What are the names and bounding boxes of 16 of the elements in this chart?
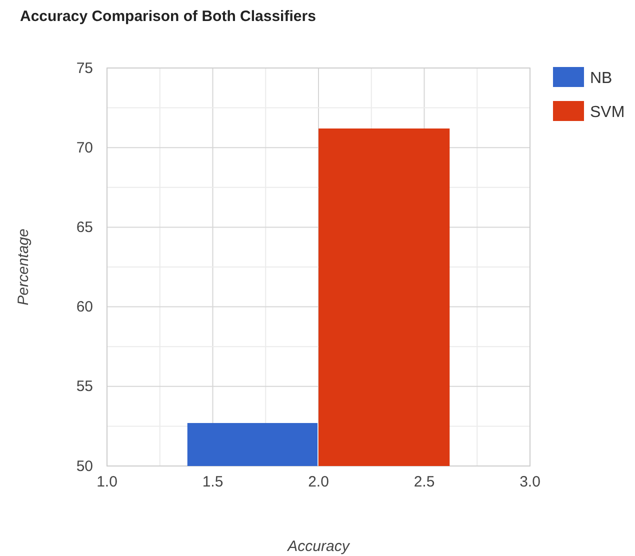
x-tick-label: 3.0 [520, 474, 540, 491]
y-tick-label: 60 [76, 298, 93, 316]
y-tick-label: 75 [76, 60, 93, 77]
chart-title: Accuracy Comparison of Both Classifiers [20, 8, 316, 25]
y-tick-label: 55 [76, 378, 93, 396]
legend-label: SVM [590, 104, 625, 121]
x-tick-label: 1.0 [96, 474, 118, 491]
x-tick-label: 2.0 [308, 474, 329, 491]
x-tick-label: 1.5 [202, 474, 224, 491]
y-tick-label: 70 [76, 139, 93, 156]
y-tick-label: 50 [76, 458, 93, 475]
x-tick-label: 2.5 [414, 474, 435, 491]
legend-label: NB [590, 70, 612, 87]
x-axis-title: Accuracy [286, 538, 351, 555]
y-tick-label: 65 [76, 219, 93, 236]
y-axis-title: Percentage [15, 228, 32, 306]
